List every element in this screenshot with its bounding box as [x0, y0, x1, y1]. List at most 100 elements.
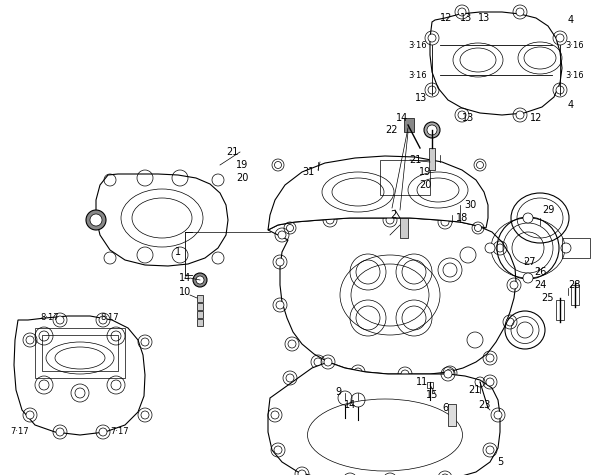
Text: 14: 14	[179, 273, 191, 283]
Polygon shape	[430, 12, 562, 115]
Circle shape	[275, 162, 282, 169]
Text: 2: 2	[390, 210, 396, 220]
Text: 28: 28	[568, 280, 580, 290]
Text: 21: 21	[468, 385, 480, 395]
Text: 5: 5	[497, 457, 503, 467]
Text: 3·16: 3·16	[565, 70, 584, 79]
Text: 26: 26	[534, 267, 546, 277]
Circle shape	[496, 244, 504, 252]
Bar	[380, 160, 430, 195]
Text: 18: 18	[456, 213, 468, 223]
Circle shape	[298, 470, 306, 475]
Text: 29: 29	[542, 205, 554, 215]
Circle shape	[26, 411, 34, 419]
Text: 6: 6	[442, 403, 448, 413]
Text: 10: 10	[179, 287, 191, 297]
Text: 13: 13	[462, 113, 474, 123]
Circle shape	[458, 111, 466, 119]
Circle shape	[477, 162, 483, 169]
Text: 30: 30	[464, 200, 476, 210]
Text: 25: 25	[542, 293, 554, 303]
Text: 3·16: 3·16	[408, 40, 427, 49]
Circle shape	[561, 243, 571, 253]
Circle shape	[556, 86, 564, 94]
Bar	[562, 238, 590, 258]
Bar	[429, 148, 435, 170]
Text: 13: 13	[460, 13, 472, 23]
Text: 12: 12	[440, 13, 452, 23]
Circle shape	[486, 354, 494, 362]
Circle shape	[486, 378, 494, 386]
Circle shape	[446, 369, 454, 377]
Bar	[35, 328, 125, 378]
Circle shape	[86, 210, 106, 230]
Circle shape	[428, 34, 436, 42]
Bar	[448, 404, 456, 426]
Text: 12: 12	[530, 113, 542, 123]
Circle shape	[424, 122, 440, 138]
Circle shape	[427, 125, 437, 135]
Circle shape	[141, 338, 149, 346]
Text: 9: 9	[335, 387, 341, 397]
Text: 31: 31	[302, 167, 314, 177]
Circle shape	[26, 336, 34, 344]
Text: 27: 27	[524, 257, 536, 267]
Circle shape	[441, 474, 449, 475]
Text: 7·17: 7·17	[10, 428, 29, 437]
Text: 7·17: 7·17	[111, 428, 129, 437]
Circle shape	[193, 273, 207, 287]
Text: 8·17: 8·17	[101, 314, 119, 323]
Polygon shape	[268, 362, 500, 475]
Circle shape	[486, 446, 494, 454]
Polygon shape	[268, 218, 516, 374]
Circle shape	[141, 411, 149, 419]
Circle shape	[288, 340, 296, 348]
Text: 3·16: 3·16	[408, 70, 427, 79]
Circle shape	[523, 213, 533, 223]
Text: 14: 14	[344, 400, 356, 410]
Circle shape	[441, 218, 449, 226]
Circle shape	[276, 258, 284, 266]
Circle shape	[286, 374, 294, 382]
Circle shape	[494, 411, 502, 419]
Circle shape	[314, 358, 322, 366]
Polygon shape	[268, 156, 488, 230]
Bar	[427, 382, 433, 388]
Circle shape	[401, 370, 409, 378]
Circle shape	[474, 225, 482, 231]
Circle shape	[556, 34, 564, 42]
Text: 20: 20	[419, 180, 431, 190]
Text: 4: 4	[568, 100, 574, 110]
Circle shape	[506, 318, 514, 326]
Bar	[556, 300, 564, 320]
Polygon shape	[14, 316, 145, 435]
Bar	[197, 303, 203, 310]
Text: 23: 23	[478, 400, 490, 410]
Circle shape	[354, 368, 362, 376]
Bar	[404, 118, 414, 132]
Text: 14: 14	[396, 113, 408, 123]
Circle shape	[386, 216, 394, 224]
Text: 22: 22	[386, 125, 398, 135]
Circle shape	[56, 428, 64, 436]
Bar	[197, 295, 203, 302]
Circle shape	[99, 316, 107, 324]
Circle shape	[326, 216, 334, 224]
Circle shape	[271, 411, 279, 419]
Circle shape	[428, 86, 436, 94]
Text: 3·16: 3·16	[565, 40, 584, 49]
Circle shape	[324, 358, 332, 366]
Circle shape	[510, 281, 518, 289]
Text: 19: 19	[419, 167, 431, 177]
Circle shape	[278, 231, 286, 239]
Text: 11: 11	[416, 377, 428, 387]
Bar	[197, 311, 203, 318]
Circle shape	[90, 214, 102, 226]
Text: 19: 19	[236, 160, 248, 170]
Circle shape	[56, 316, 64, 324]
Circle shape	[485, 243, 495, 253]
Text: 15: 15	[426, 390, 438, 400]
Text: 21: 21	[226, 147, 238, 157]
Circle shape	[196, 276, 204, 284]
Circle shape	[286, 225, 294, 231]
